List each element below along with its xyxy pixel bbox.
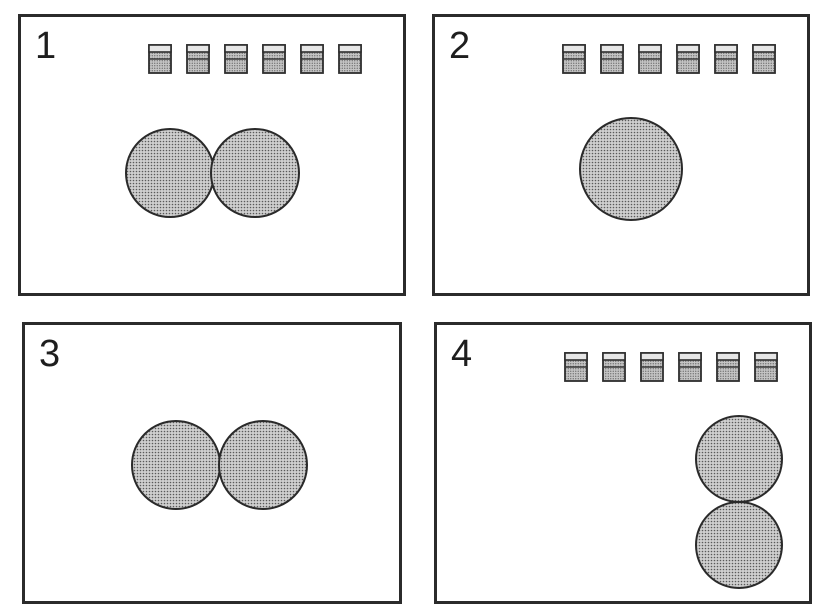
container-icon (564, 352, 588, 382)
panel-1: 1 (18, 14, 406, 296)
panel-number: 2 (449, 25, 471, 67)
panel-number: 3 (39, 333, 61, 375)
container-icon (640, 352, 664, 382)
container-icon (754, 352, 778, 382)
dotted-circle-icon (218, 420, 308, 510)
container-icon (716, 352, 740, 382)
panel-number: 1 (35, 25, 57, 67)
container-icon (678, 352, 702, 382)
panel-2: 2 (432, 14, 810, 296)
circle-group (125, 128, 300, 218)
panel-3-graphic (131, 420, 308, 510)
container-icon (148, 44, 172, 74)
container-icon (186, 44, 210, 74)
circle-group (131, 420, 308, 510)
container-icon (338, 44, 362, 74)
dotted-circle-icon (579, 117, 683, 221)
container-icon (562, 44, 586, 74)
panel-4: 4 (434, 322, 812, 604)
panel-3: 3 (22, 322, 402, 604)
panel-1-graphic (125, 44, 362, 218)
container-icon (676, 44, 700, 74)
container-icon (600, 44, 624, 74)
container-icon (638, 44, 662, 74)
cup-row (148, 44, 362, 74)
panel-number: 4 (451, 333, 473, 375)
container-icon (262, 44, 286, 74)
dotted-circle-icon (695, 501, 783, 589)
container-icon (300, 44, 324, 74)
container-icon (224, 44, 248, 74)
dotted-circle-icon (210, 128, 300, 218)
container-icon (752, 44, 776, 74)
circle-group (695, 415, 783, 589)
circle-group (579, 117, 683, 221)
panel-4-graphic (564, 352, 783, 589)
dotted-circle-icon (695, 415, 783, 503)
cup-row (564, 352, 778, 382)
panel-2-graphic (562, 44, 776, 221)
dotted-circle-icon (125, 128, 215, 218)
dotted-circle-icon (131, 420, 221, 510)
cup-row (562, 44, 776, 74)
container-icon (714, 44, 738, 74)
container-icon (602, 352, 626, 382)
